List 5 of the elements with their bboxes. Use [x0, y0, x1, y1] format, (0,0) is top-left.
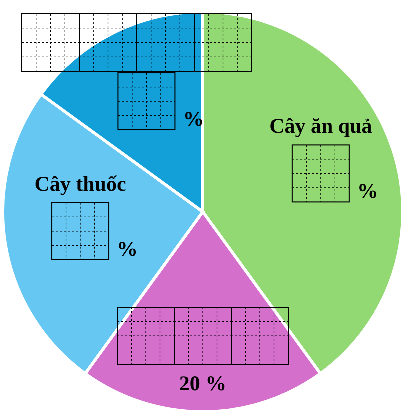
data-label: % [357, 179, 378, 204]
data-label: % [117, 236, 138, 261]
data-label: 20 % [179, 372, 227, 396]
slice-label: Cây ăn quả [270, 114, 373, 138]
slice-label: Cây thuốc [34, 172, 126, 196]
